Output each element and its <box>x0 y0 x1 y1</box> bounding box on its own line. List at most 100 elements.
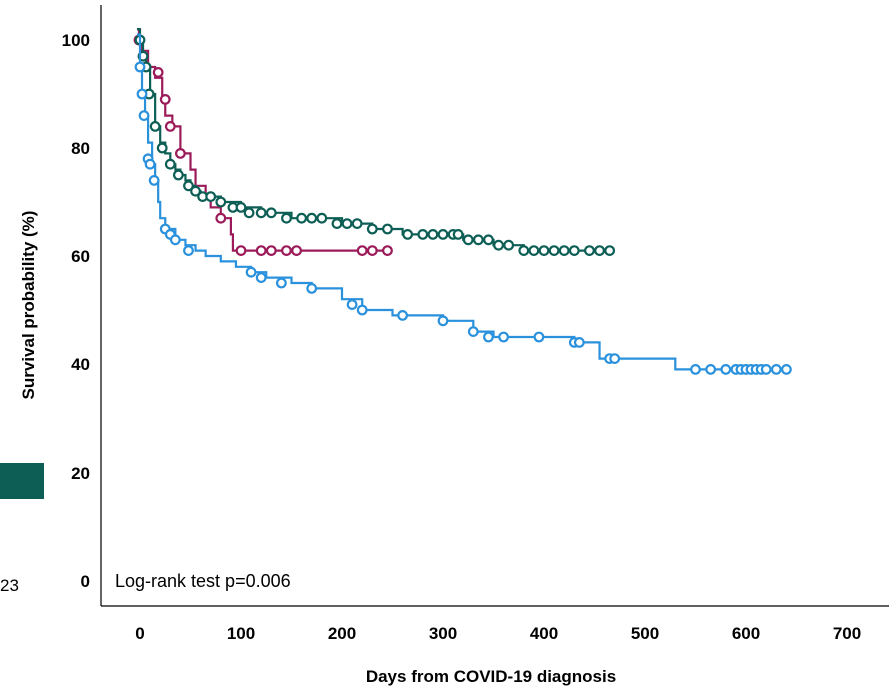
censor-marker <box>351 218 363 230</box>
censor-marker <box>356 245 368 257</box>
censor-marker <box>148 174 160 186</box>
log-rank-annotation: Log-rank test p=0.006 <box>115 571 291 591</box>
censor-marker <box>138 110 150 121</box>
x-tick-label: 700 <box>833 624 861 643</box>
censor-marker <box>382 245 393 257</box>
censor-marker <box>306 212 318 224</box>
censor-marker <box>215 212 227 224</box>
censor-marker <box>382 223 393 235</box>
censor-marker <box>427 228 439 240</box>
x-tick-label: 200 <box>328 624 356 643</box>
censor-marker <box>604 245 616 257</box>
censor-marker <box>276 277 287 289</box>
censor-marker <box>235 201 247 213</box>
censor-marker <box>296 212 308 224</box>
y-tick-label: 100 <box>62 31 90 50</box>
censor-marker <box>437 315 449 327</box>
censor-marker <box>190 185 201 197</box>
censor-marker <box>281 245 292 257</box>
censor-marker <box>720 364 732 375</box>
y-tick-label: 80 <box>71 139 90 158</box>
censor-marker <box>366 245 378 257</box>
censor-marker <box>183 180 194 192</box>
censor-marker <box>183 245 194 257</box>
partial-teal-block <box>0 463 44 499</box>
censor-marker <box>243 207 255 219</box>
censor-marker <box>568 245 580 257</box>
censor-marker <box>265 207 277 219</box>
censor-marker <box>573 337 585 348</box>
censor-marker <box>417 228 429 240</box>
censor-marker <box>533 331 545 343</box>
x-tick-label: 500 <box>631 624 659 643</box>
censor-marker <box>164 158 176 170</box>
censor-marker <box>316 212 328 224</box>
censor-marker <box>255 272 267 284</box>
x-tick-label: 600 <box>732 624 760 643</box>
censor-marker <box>169 234 181 246</box>
x-tick-label: 0 <box>135 624 144 643</box>
y-axis-title: Survival probability (%) <box>19 211 38 400</box>
censor-marker <box>341 218 353 230</box>
censor-marker <box>503 239 515 251</box>
censor-marker <box>159 93 171 105</box>
censor-marker <box>518 245 530 257</box>
censor-marker <box>306 283 318 294</box>
censor-marker <box>472 234 484 246</box>
censor-marker <box>235 245 247 257</box>
censor-marker <box>402 228 414 240</box>
censor-marker <box>781 364 792 375</box>
censor-marker <box>528 245 540 257</box>
censor-marker <box>172 169 184 181</box>
survival-curves <box>133 28 792 375</box>
censor-marker <box>467 326 479 338</box>
x-axis-title: Days from COVID-19 diagnosis <box>366 667 616 686</box>
y-tick-label: 20 <box>71 464 90 483</box>
censor-marker <box>770 364 782 375</box>
y-tick-label: 40 <box>71 355 90 374</box>
censor-marker <box>156 142 168 154</box>
censor-marker <box>397 310 409 321</box>
censor-marker <box>584 245 595 257</box>
partial-number-fragment: 23 <box>0 576 19 595</box>
censor-marker <box>152 66 164 78</box>
censor-marker <box>594 245 605 257</box>
censor-marker <box>144 158 156 170</box>
censor-marker <box>462 234 474 246</box>
censor-marker <box>134 61 146 73</box>
y-tick-label: 0 <box>81 572 90 591</box>
censor-marker <box>265 245 277 257</box>
censor-marker <box>483 331 494 343</box>
censor-marker <box>690 364 701 375</box>
censor-marker <box>366 223 378 235</box>
x-tick-label: 400 <box>530 624 558 643</box>
censor-marker <box>136 88 148 100</box>
censor-marker <box>164 120 176 132</box>
censor-marker <box>281 212 292 224</box>
censor-marker <box>291 245 302 257</box>
x-tick-label: 300 <box>429 624 457 643</box>
x-tick-label: 100 <box>227 624 255 643</box>
censor-marker <box>548 245 560 257</box>
censor-marker <box>255 207 267 219</box>
censor-marker <box>493 239 504 251</box>
censor-marker <box>255 245 267 257</box>
censor-marker <box>452 228 464 240</box>
censor-marker <box>245 266 257 278</box>
censor-marker <box>483 234 494 246</box>
censor-marker <box>538 245 550 257</box>
censor-marker <box>705 364 717 375</box>
censor-marker <box>558 245 570 257</box>
censor-marker <box>437 228 449 240</box>
censor-marker <box>356 304 368 316</box>
censor-marker <box>498 331 510 343</box>
censor-marker <box>215 196 227 208</box>
survival-curve-2 <box>136 28 615 252</box>
y-tick-label: 60 <box>71 247 90 266</box>
censor-marker <box>609 353 621 365</box>
censor-marker <box>760 364 772 375</box>
censor-marker <box>346 299 358 311</box>
censor-marker <box>174 147 186 159</box>
censor-marker <box>205 191 217 203</box>
